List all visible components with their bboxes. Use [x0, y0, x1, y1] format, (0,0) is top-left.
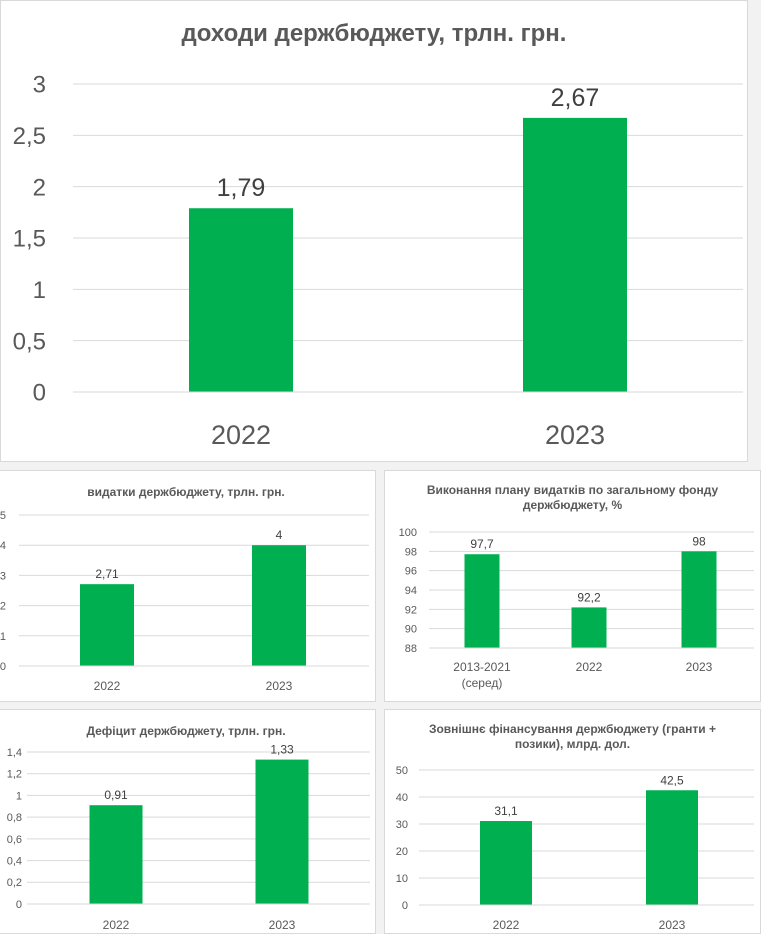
y-tick-label: 30 — [396, 819, 408, 831]
y-tick-label: 1 — [16, 790, 22, 802]
y-tick-label: 1 — [0, 631, 6, 643]
data-label: 1,79 — [217, 174, 266, 202]
bar — [80, 584, 134, 666]
y-tick-label: 2 — [33, 174, 46, 201]
y-tick-label: 2 — [0, 601, 6, 613]
y-tick-label: 10 — [396, 873, 408, 885]
chart-title: Зовнішнє фінансування держбюджету (грант… — [428, 722, 717, 751]
data-label: 31,1 — [494, 804, 518, 818]
y-tick-label: 94 — [405, 585, 417, 597]
bar — [523, 117, 627, 392]
external-financing-chart-panel: Зовнішнє фінансування держбюджету (грант… — [384, 709, 761, 934]
y-tick-label: 0,5 — [13, 328, 46, 355]
bar — [89, 805, 143, 904]
y-tick-label: 1 — [33, 277, 46, 304]
revenue-chart-panel: доходи держбюджету, трлн. грн. 0 0,5 1 1,5 2… — [0, 0, 748, 462]
plan-execution-chart-plot: 88 90 92 94 96 98 100 97,7 2013-2021 (серед) 92,2 2… — [399, 527, 754, 690]
y-tick-label: 3 — [0, 570, 6, 582]
y-tick-label: 90 — [405, 624, 417, 636]
y-tick-label: 2,5 — [13, 123, 46, 150]
expenditure-chart-plot: 0 1 2 3 4 5 2,71 2022 4 2023 — [0, 510, 369, 693]
chart-title: Виконання плану видатків по загальному ф… — [426, 483, 719, 512]
y-tick-label: 0 — [402, 900, 408, 912]
bar — [646, 790, 698, 905]
y-tick-label: 5 — [0, 510, 6, 522]
data-label: 2,71 — [95, 567, 119, 581]
data-label: 92,2 — [577, 590, 601, 604]
x-tick-label: 2013-2021 (серед) — [453, 660, 511, 690]
y-tick-label: 0 — [0, 661, 6, 673]
bar — [464, 554, 500, 648]
bar — [255, 759, 309, 904]
y-tick-label: 88 — [405, 643, 417, 655]
data-label: 97,7 — [470, 537, 494, 551]
y-tick-label: 3 — [33, 72, 46, 99]
y-tick-label: 0,8 — [7, 812, 22, 824]
bar — [681, 551, 717, 648]
x-tick-label: 2023 — [545, 420, 605, 450]
x-tick-label: 2023 — [659, 918, 686, 932]
deficit-chart-plot: 0 0,2 0,4 0,6 0,8 1 1,2 1,4 0,91 2022 1,33 2023 — [7, 743, 370, 932]
deficit-chart-panel: Дефіцит держбюджету, трлн. грн. 0 0,2 0,4 0… — [0, 709, 376, 934]
data-label: 4 — [276, 528, 283, 542]
x-tick-label: 2022 — [493, 918, 520, 932]
y-tick-label: 1,5 — [13, 226, 46, 253]
external-financing-chart-plot: 0 10 20 30 40 50 31,1 2022 42,5 2023 — [396, 765, 754, 932]
y-tick-label: 20 — [396, 846, 408, 858]
y-tick-label: 40 — [396, 792, 408, 804]
y-tick-label: 100 — [399, 527, 417, 539]
y-tick-label: 98 — [405, 546, 417, 558]
x-tick-label: 2023 — [686, 660, 713, 674]
y-tick-label: 50 — [396, 765, 408, 777]
x-tick-label: 2022 — [211, 420, 271, 450]
x-tick-label: 2022 — [103, 918, 130, 932]
data-label: 0,91 — [104, 788, 128, 802]
y-tick-label: 4 — [0, 540, 6, 552]
y-tick-label: 1,4 — [7, 747, 22, 759]
y-tick-label: 0,4 — [7, 856, 22, 868]
x-tick-label: 2023 — [266, 679, 293, 693]
y-tick-label: 96 — [405, 566, 417, 578]
bar — [189, 208, 293, 392]
chart-title: видатки держбюджету, трлн. грн. — [87, 485, 285, 499]
y-tick-label: 1,2 — [7, 769, 22, 781]
expenditure-chart-panel: видатки держбюджету, трлн. грн. 0 1 2 3 4 5 2,… — [0, 470, 376, 702]
y-tick-label: 0 — [33, 380, 46, 407]
y-tick-label: 92 — [405, 604, 417, 616]
data-label: 42,5 — [660, 773, 684, 787]
y-tick-label: 0 — [16, 899, 22, 911]
y-tick-label: 0,6 — [7, 834, 22, 846]
x-tick-label: 2023 — [269, 918, 296, 932]
data-label: 1,33 — [270, 743, 294, 757]
data-label: 98 — [692, 534, 706, 548]
data-label: 2,67 — [551, 84, 600, 112]
bar — [571, 607, 607, 648]
chart-title: Дефіцит держбюджету, трлн. грн. — [86, 724, 286, 738]
bar — [480, 821, 532, 905]
chart-title: доходи держбюджету, трлн. грн. — [181, 20, 567, 47]
bar — [252, 545, 306, 666]
x-tick-label: 2022 — [94, 679, 121, 693]
plan-execution-chart-panel: Виконання плану видатків по загальному ф… — [384, 470, 761, 702]
revenue-chart-plot: 0 0,5 1 1,5 2 2,5 3 1,79 2022 2,67 2023 — [13, 72, 743, 450]
y-tick-label: 0,2 — [7, 877, 22, 889]
x-tick-label: 2022 — [576, 660, 603, 674]
